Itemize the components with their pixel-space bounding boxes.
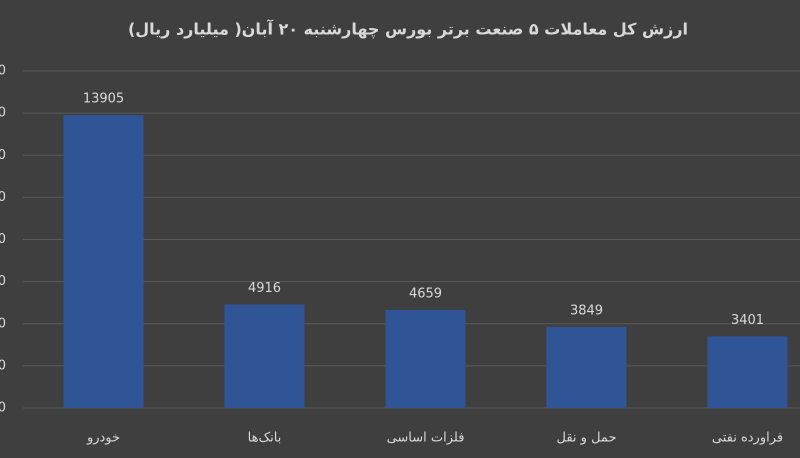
bar: [63, 115, 144, 408]
x-tick-label: بانک‌ها: [248, 431, 282, 446]
x-tick-label: فراورده نفتی: [712, 431, 783, 446]
bar: [546, 326, 627, 408]
y-tick-label: 2000: [0, 358, 6, 373]
y-tick-label: 14000: [0, 106, 6, 121]
y-tick-label: 10000: [0, 190, 6, 205]
y-tick-label: 4000: [0, 316, 6, 331]
bar: [385, 309, 466, 408]
chart-title: ارزش کل معاملات ۵ صنعت برتر بورس چهارشنب…: [128, 19, 688, 40]
value-label: 3401: [731, 313, 764, 328]
x-tick-label: خودرو: [86, 431, 120, 446]
x-tick-label: حمل و نقل: [557, 431, 617, 446]
x-tick-label: فلزات اساسی: [387, 431, 465, 446]
y-tick-label: 0: [0, 401, 6, 416]
value-label: 13905: [83, 92, 124, 107]
y-tick-label: 6000: [0, 274, 6, 289]
value-label: 3849: [570, 303, 603, 318]
bar: [224, 304, 305, 408]
y-tick-label: 8000: [0, 232, 6, 247]
value-label: 4916: [248, 281, 281, 296]
bar: [707, 336, 788, 408]
value-label: 4659: [409, 286, 442, 301]
y-tick-label: 16000: [0, 64, 6, 79]
y-tick-label: 12000: [0, 148, 6, 163]
